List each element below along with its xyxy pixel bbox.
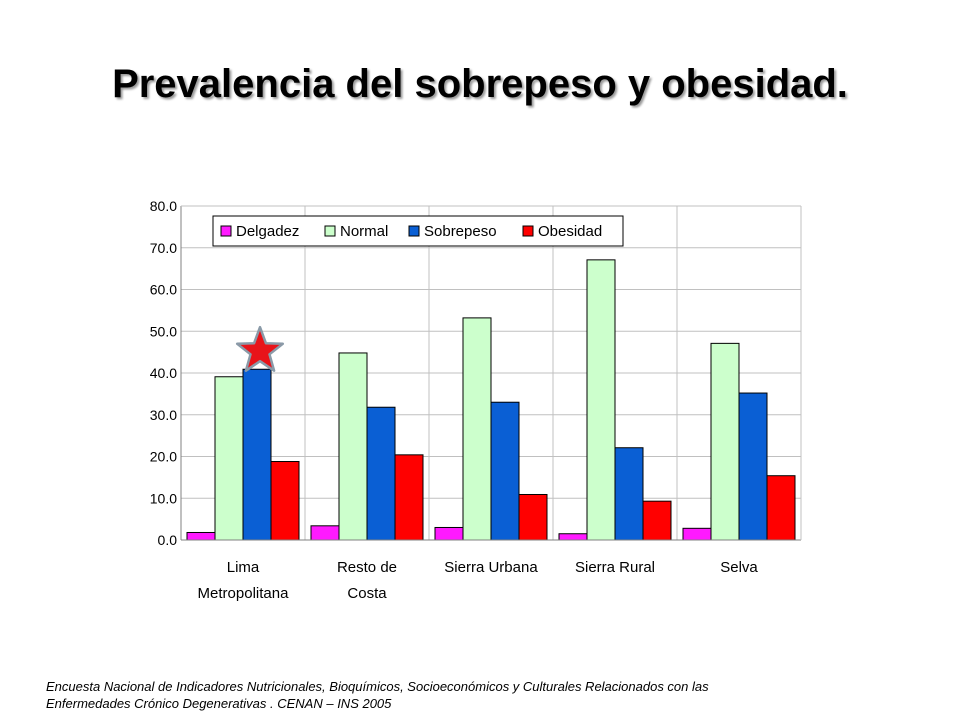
legend-swatch-obesidad [522, 225, 534, 237]
bar-sobrepeso [614, 447, 644, 541]
bar-obesidad [270, 461, 300, 541]
y-tick-label: 10.0 [150, 490, 177, 506]
x-category-label: Lima [227, 559, 260, 576]
y-tick-label: 20.0 [150, 449, 177, 465]
y-tick-label: 30.0 [150, 407, 177, 423]
bar-sobrepeso [738, 392, 768, 541]
bar-normal [462, 317, 492, 541]
source-note: Encuesta Nacional de Indicadores Nutrici… [46, 678, 906, 712]
bar-delgadez [186, 531, 216, 541]
bar-delgadez [558, 533, 588, 541]
legend-label-normal: Normal [340, 223, 388, 240]
bar-obesidad [394, 454, 424, 541]
x-category-label: Metropolitana [198, 585, 290, 602]
y-tick-label: 0.0 [158, 532, 178, 548]
x-category-label: Sierra Urbana [444, 559, 538, 576]
legend-label-sobrepeso: Sobrepeso [424, 223, 497, 240]
y-tick-label: 40.0 [150, 365, 177, 381]
y-tick-label: 60.0 [150, 282, 177, 298]
bar-normal [710, 342, 740, 541]
source-line-2: Enfermedades Crónico Degenerativas . CEN… [46, 696, 392, 711]
bar-sobrepeso [242, 368, 272, 541]
x-category-label: Resto de [337, 559, 397, 576]
bar-sobrepeso [366, 406, 396, 541]
y-tick-label: 80.0 [150, 198, 177, 214]
bar-chart: 0.0 10.0 20.0 30.0 40.0 50.0 60.0 70.0 80.0 Lima M… [150, 198, 802, 602]
legend-swatch-sobrepeso [408, 225, 420, 237]
red-star-icon [235, 325, 285, 372]
bar-delgadez [310, 525, 340, 541]
legend-swatch-normal [324, 225, 336, 237]
x-category-label: Sierra Rural [575, 559, 655, 576]
x-category-label: Selva [720, 559, 758, 576]
slide-title: Prevalencia del sobrepeso y obesidad. [112, 62, 848, 106]
bar-sobrepeso [490, 401, 520, 541]
bar-normal [586, 259, 616, 541]
legend-label-delgadez: Delgadez [236, 223, 299, 240]
legend-swatch-delgadez [220, 225, 232, 237]
chart-panel: 0.0 10.0 20.0 30.0 40.0 50.0 60.0 70.0 80.0 Lima M… [125, 188, 817, 608]
bar-obesidad [518, 493, 548, 541]
bar-normal [338, 352, 368, 541]
bar-obesidad [642, 500, 672, 541]
bar-obesidad [766, 475, 796, 541]
source-line-1: Encuesta Nacional de Indicadores Nutrici… [46, 679, 709, 694]
y-tick-label: 50.0 [150, 323, 177, 339]
legend-label-obesidad: Obesidad [538, 223, 602, 240]
bar-normal [214, 376, 244, 541]
bar-delgadez [682, 527, 712, 541]
x-category-label: Costa [347, 585, 387, 602]
y-tick-label: 70.0 [150, 240, 177, 256]
bar-delgadez [434, 526, 464, 541]
